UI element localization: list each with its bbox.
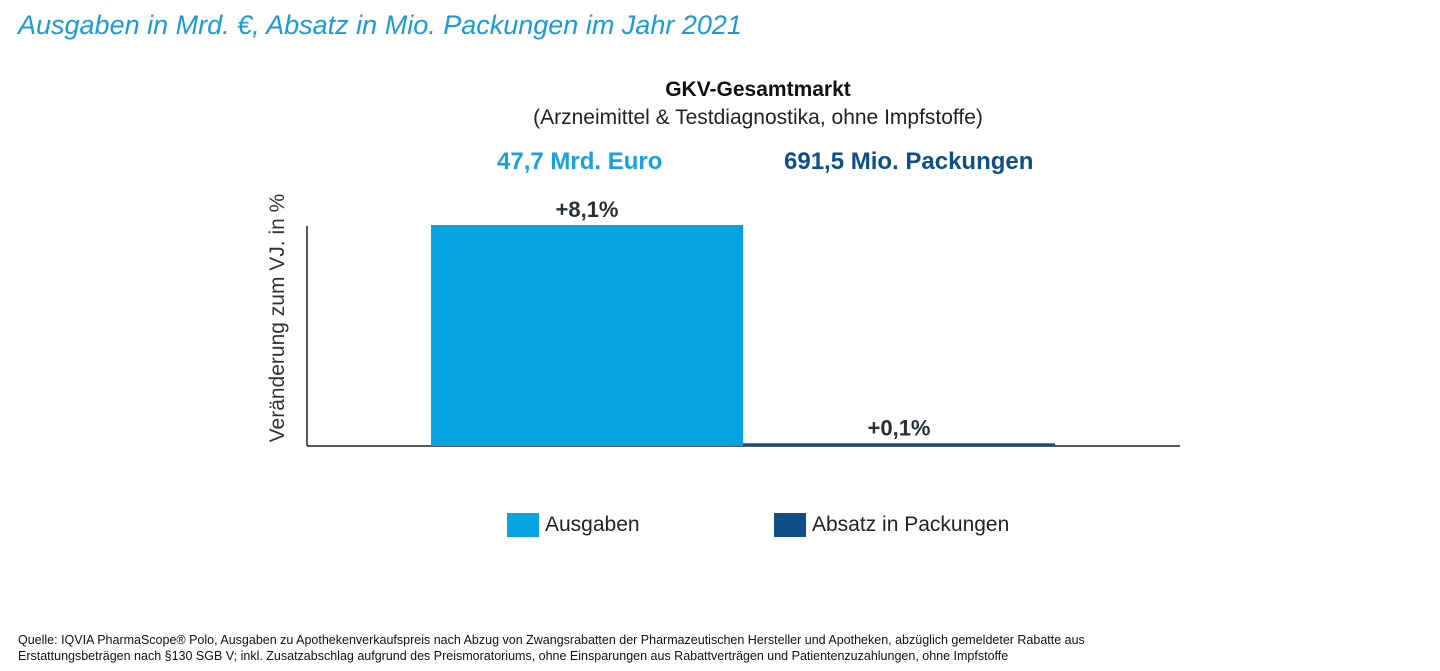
- footnote-line: Quelle: IQVIA PharmaScope® Polo, Ausgabe…: [18, 633, 1085, 647]
- legend-item-ausgaben: Ausgaben: [507, 513, 640, 537]
- data-label: +8,1%: [556, 197, 619, 222]
- legend-swatch-ausgaben: [507, 513, 539, 537]
- footnote: Quelle: IQVIA PharmaScope® Polo, Ausgabe…: [18, 632, 1418, 664]
- bar-absatz: [743, 443, 1055, 446]
- chart-subtitle: (Arzneimittel & Testdiagnostika, ohne Im…: [533, 106, 983, 129]
- kpi-ausgaben: 47,7 Mrd. Euro: [497, 148, 663, 175]
- kpi-absatz: 691,5 Mio. Packungen: [784, 148, 1034, 175]
- legend-item-absatz: Absatz in Packungen: [774, 513, 1009, 537]
- legend-swatch-absatz: [774, 513, 806, 537]
- data-label: +0,1%: [868, 415, 931, 440]
- legend-label: Absatz in Packungen: [812, 513, 1010, 536]
- chart-title: GKV-Gesamtmarkt: [665, 78, 851, 101]
- footnote-line: Erstattungsbeträgen nach §130 SGB V; ink…: [18, 649, 1009, 663]
- bar-ausgaben: [431, 225, 743, 446]
- legend-label: Ausgaben: [545, 513, 640, 536]
- page-title: Ausgaben in Mrd. €, Absatz in Mio. Packu…: [18, 10, 742, 40]
